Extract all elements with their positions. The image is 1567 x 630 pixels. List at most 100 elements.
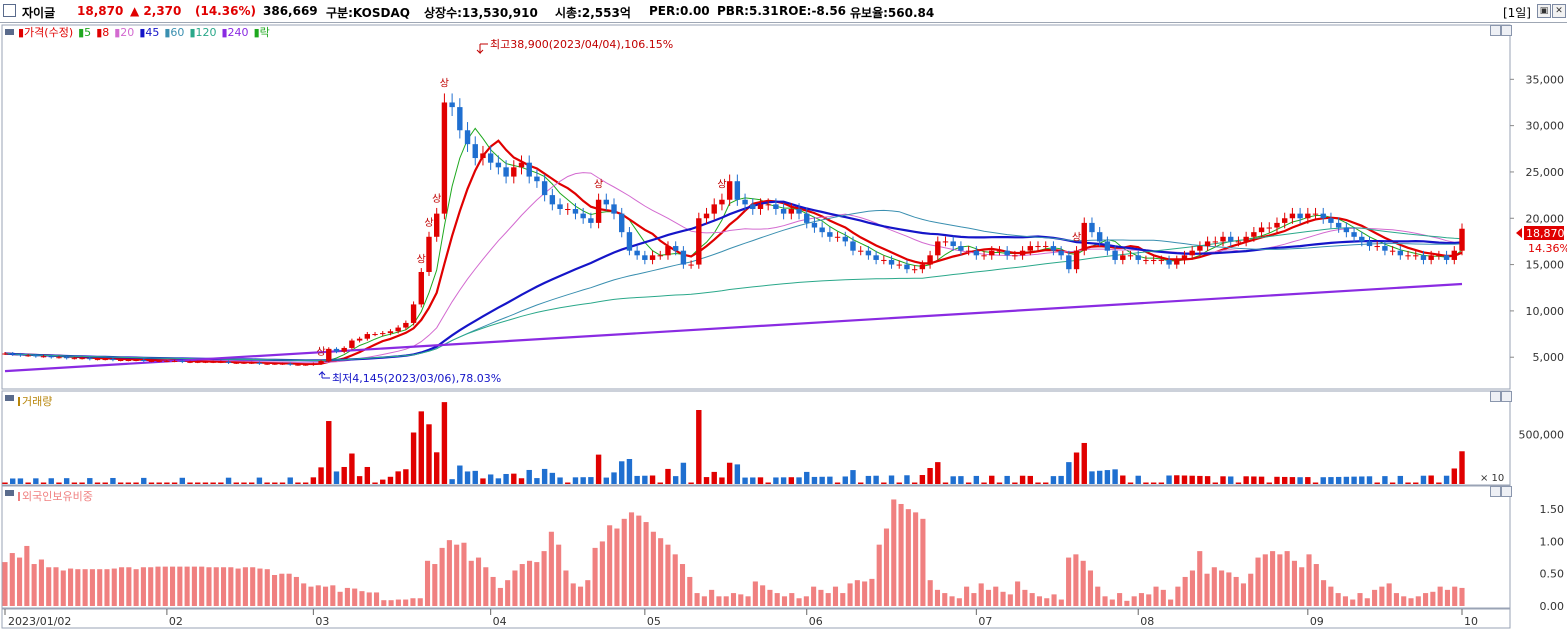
volume-bar [1019, 475, 1026, 484]
volume-bar [942, 482, 949, 484]
panel-close-icon[interactable] [1501, 25, 1512, 36]
foreign-bar [541, 551, 547, 606]
candle-body [1389, 250, 1396, 252]
candle-body [110, 359, 116, 361]
foreign-bar [840, 593, 846, 606]
volume-bar [241, 482, 247, 484]
candle-body [1436, 255, 1442, 257]
candle-body [1073, 250, 1080, 270]
volume-bar [148, 482, 155, 484]
foreign-bar [643, 522, 649, 606]
volume-bar [349, 453, 355, 484]
volume-menu-icon[interactable] [5, 395, 14, 401]
foreign-bar [1452, 586, 1458, 606]
candle-body [927, 255, 933, 265]
candle-body [1281, 218, 1288, 223]
window-icon[interactable] [3, 4, 16, 17]
candle-body [1081, 222, 1087, 251]
candle-body [272, 363, 278, 365]
close-icon[interactable]: ✕ [1552, 4, 1566, 18]
foreign-bar [264, 569, 270, 606]
volume-bar [518, 478, 525, 484]
period-selector[interactable]: [1일] [1502, 6, 1531, 20]
candle-body [302, 364, 309, 366]
volume-bar [1189, 475, 1195, 484]
price-panel [1, 24, 1511, 390]
volume-bar [873, 475, 879, 484]
candle-body [264, 363, 270, 365]
volume-bar [287, 477, 293, 484]
candle-body [996, 250, 1003, 252]
candle-body [1343, 227, 1350, 233]
candle-body [1258, 227, 1265, 233]
panel-maximize-icon[interactable] [1490, 25, 1501, 36]
stock-chart[interactable]: 35,000 30,000 25,000 20,000 15,000 10,000 5,00… [0, 23, 1567, 630]
candle-body [495, 162, 502, 168]
foreign-menu-icon[interactable] [5, 490, 14, 496]
volume-bar [87, 478, 93, 484]
restore-icon[interactable]: ▣ [1537, 4, 1551, 18]
foreign-bar [1350, 599, 1356, 606]
x-tick-label: 05 [647, 615, 661, 628]
foreign-bar [636, 515, 642, 606]
foreign-bar [104, 569, 110, 606]
candle-body [580, 213, 586, 219]
ma-line-120 [4, 227, 1463, 361]
last-price-tag [1524, 226, 1564, 240]
foreign-close-icon[interactable] [1501, 486, 1512, 497]
candle-body [1135, 255, 1141, 260]
candle-body [904, 264, 910, 270]
volume-bar [588, 477, 594, 484]
foreign-bar [1233, 576, 1239, 606]
volume-bar [672, 476, 679, 484]
volume-bar [272, 482, 278, 484]
candle-body [79, 358, 85, 360]
candle-body [1328, 218, 1334, 223]
volume-bar [1297, 477, 1303, 484]
panel-menu-icon[interactable] [5, 29, 14, 35]
foreign-bar [410, 598, 416, 606]
candle-body [17, 354, 24, 356]
foreign-bar [1168, 599, 1174, 606]
volume-bar [1359, 476, 1365, 484]
volume-bar [927, 468, 933, 484]
foreign-bar [1138, 593, 1145, 606]
candle-body [1359, 236, 1365, 242]
volume-close-icon[interactable] [1501, 391, 1512, 402]
candle-body [950, 241, 956, 247]
volume-bar [557, 477, 563, 484]
price-legend: ▮가격(수정) ▮5 ▮8 ▮20 ▮45 ▮60 ▮120 ▮240 ▮락 [18, 26, 270, 39]
foreign-bar [745, 596, 751, 606]
volume-bar [858, 482, 864, 484]
volume-bar [1251, 476, 1257, 484]
foreign-bar [1277, 554, 1283, 606]
volume-bar [1351, 476, 1357, 484]
foreign-bar [119, 567, 125, 606]
foreign-bar [221, 567, 227, 606]
volume-bar [403, 469, 409, 484]
volume-bar [487, 474, 494, 484]
foreign-bar [679, 564, 686, 606]
candle-body [1120, 255, 1126, 260]
volume-bar [1197, 475, 1203, 484]
volume-bar [1312, 482, 1319, 484]
legend-item: ▮락 [254, 26, 270, 39]
volume-maximize-icon[interactable] [1490, 391, 1501, 402]
foreign-bar [1240, 583, 1246, 606]
candle-body [156, 360, 162, 362]
volume-bar [1104, 470, 1111, 484]
volume-bar [865, 475, 872, 484]
volume-bar [935, 462, 941, 484]
candle-body [241, 362, 247, 364]
last-pct-label: 14.36% [1528, 242, 1567, 255]
candle-body [1181, 255, 1188, 260]
candle-body [1305, 213, 1311, 219]
foreign-maximize-icon[interactable] [1490, 486, 1501, 497]
candle-body [364, 334, 371, 339]
foreign-title: 외국인보유비중 [22, 490, 93, 503]
volume-bar [1081, 442, 1087, 484]
volume-bar [156, 482, 162, 484]
candle-body [1366, 241, 1373, 247]
volume-bar [634, 475, 640, 484]
volume-bar [1096, 470, 1103, 484]
